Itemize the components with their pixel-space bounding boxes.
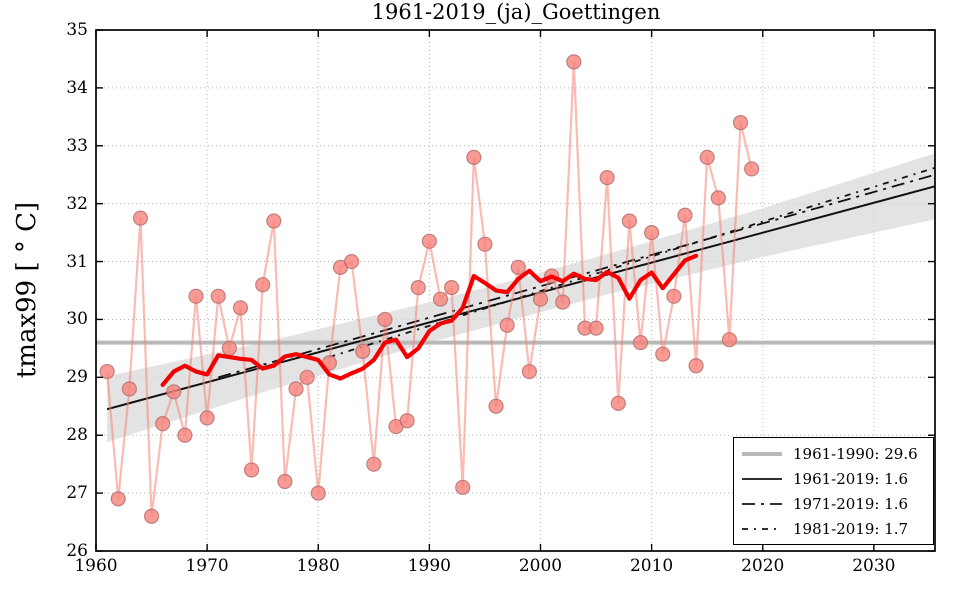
legend: 1961-1990: 29.6 1961-2019: 1.6 1971-2019… (733, 437, 934, 545)
annual-data-point (710, 190, 726, 206)
annual-data-point (655, 346, 671, 362)
y-tick-label: 26 (66, 541, 88, 561)
y-tick-label: 34 (66, 77, 88, 98)
annual-data-point (421, 233, 437, 249)
solid-trend-sample-icon (742, 477, 782, 480)
annual-data-point (132, 210, 149, 226)
legend-item: 1961-2019: 1.6 (740, 467, 927, 491)
x-tick-label: 2010 (629, 556, 674, 576)
annual-data-point (444, 280, 460, 296)
axes-spines (95, 29, 936, 552)
annual-data-point (499, 317, 515, 333)
y-tick-label: 29 (66, 367, 88, 388)
annual-data-point (699, 149, 715, 165)
legend-item-label: 1981-2019: 1.7 (793, 519, 909, 538)
annual-data-point (288, 381, 304, 397)
y-axis-label: tmax99 [ ° C] (12, 201, 42, 379)
annual-data-point (199, 410, 215, 426)
annual-data-point (277, 473, 293, 490)
annual-data-point (232, 300, 249, 316)
annual-data-point (243, 462, 260, 478)
annual-data-point (588, 320, 604, 336)
y-tick-label: 28 (66, 425, 88, 446)
x-tick-label: 1960 (74, 556, 118, 576)
smoothed-series-line (160, 253, 699, 387)
annual-data-point (110, 491, 126, 507)
y-tick-label: 27 (66, 483, 88, 504)
legend-item-label: 1961-2019: 1.6 (793, 469, 909, 488)
annual-data-point (732, 115, 749, 131)
legend-item: 1971-2019: 1.6 (740, 492, 927, 516)
annual-data-point (666, 288, 682, 304)
x-tick-label: 1980 (296, 556, 340, 576)
annual-data-point (610, 395, 626, 411)
dashdot-short-sample-icon (742, 527, 782, 530)
legend-item: 1961-1990: 29.6 (740, 442, 927, 466)
annual-data-point (644, 225, 660, 241)
y-tick-label: 31 (66, 251, 88, 272)
annual-data-point (399, 413, 415, 429)
annual-data-point (532, 291, 549, 307)
y-tick-label: 32 (66, 193, 88, 214)
annual-data-point (477, 236, 493, 252)
annual-data-point (99, 363, 115, 380)
legend-item: 1981-2019: 1.7 (740, 517, 927, 541)
trend-line-dashdot-short (329, 166, 936, 358)
annual-data-point (121, 381, 137, 397)
annual-data-point (688, 358, 704, 374)
annual-data-point (210, 288, 226, 304)
annual-data-point (410, 280, 426, 296)
annual-data-point (143, 508, 160, 524)
legend-item-label: 1961-1990: 29.6 (793, 444, 918, 463)
annual-data-point (177, 427, 193, 443)
chart-title: 1961-2019_(ja)_Goettingen (371, 0, 661, 24)
annual-data-point (621, 213, 638, 229)
annual-data-point (510, 259, 526, 275)
x-tick-label: 1990 (407, 556, 451, 576)
annual-data-point (466, 149, 482, 165)
annual-data-point (221, 340, 237, 356)
annual-data-point (355, 343, 371, 359)
annual-data-point (721, 332, 738, 348)
y-tick-label: 33 (66, 135, 88, 156)
x-tick-label: 2020 (741, 556, 785, 576)
annual-data-point (255, 277, 271, 293)
reference-line-sample-icon (742, 451, 782, 456)
dashdot-long-sample-icon (742, 502, 782, 505)
annual-data-point (343, 253, 360, 270)
annual-data-point (488, 398, 504, 414)
y-tick-label: 35 (66, 20, 88, 40)
legend-item-label: 1971-2019: 1.6 (793, 494, 909, 513)
annual-data-point (566, 54, 582, 70)
annual-data-point (455, 479, 471, 495)
x-tick-label: 2030 (852, 556, 896, 576)
annual-data-point (266, 213, 282, 229)
annual-data-point (599, 170, 615, 186)
annual-data-point (377, 311, 393, 328)
annual-data-point (310, 485, 326, 501)
annual-data-point (299, 369, 315, 385)
annual-data-point (677, 207, 693, 223)
annual-data-point (744, 161, 760, 177)
y-tick-label: 30 (66, 309, 88, 330)
annual-data-point (155, 416, 171, 432)
annual-data-point (166, 384, 182, 400)
annual-data-point (521, 363, 537, 380)
annual-data-point (555, 294, 571, 310)
annual-data-point (188, 288, 204, 304)
annual-data-point (366, 456, 382, 472)
x-tick-label: 2000 (518, 556, 563, 576)
x-tick-label: 1970 (185, 556, 229, 576)
annual-data-point (632, 335, 649, 351)
annual-data-point (432, 291, 449, 307)
